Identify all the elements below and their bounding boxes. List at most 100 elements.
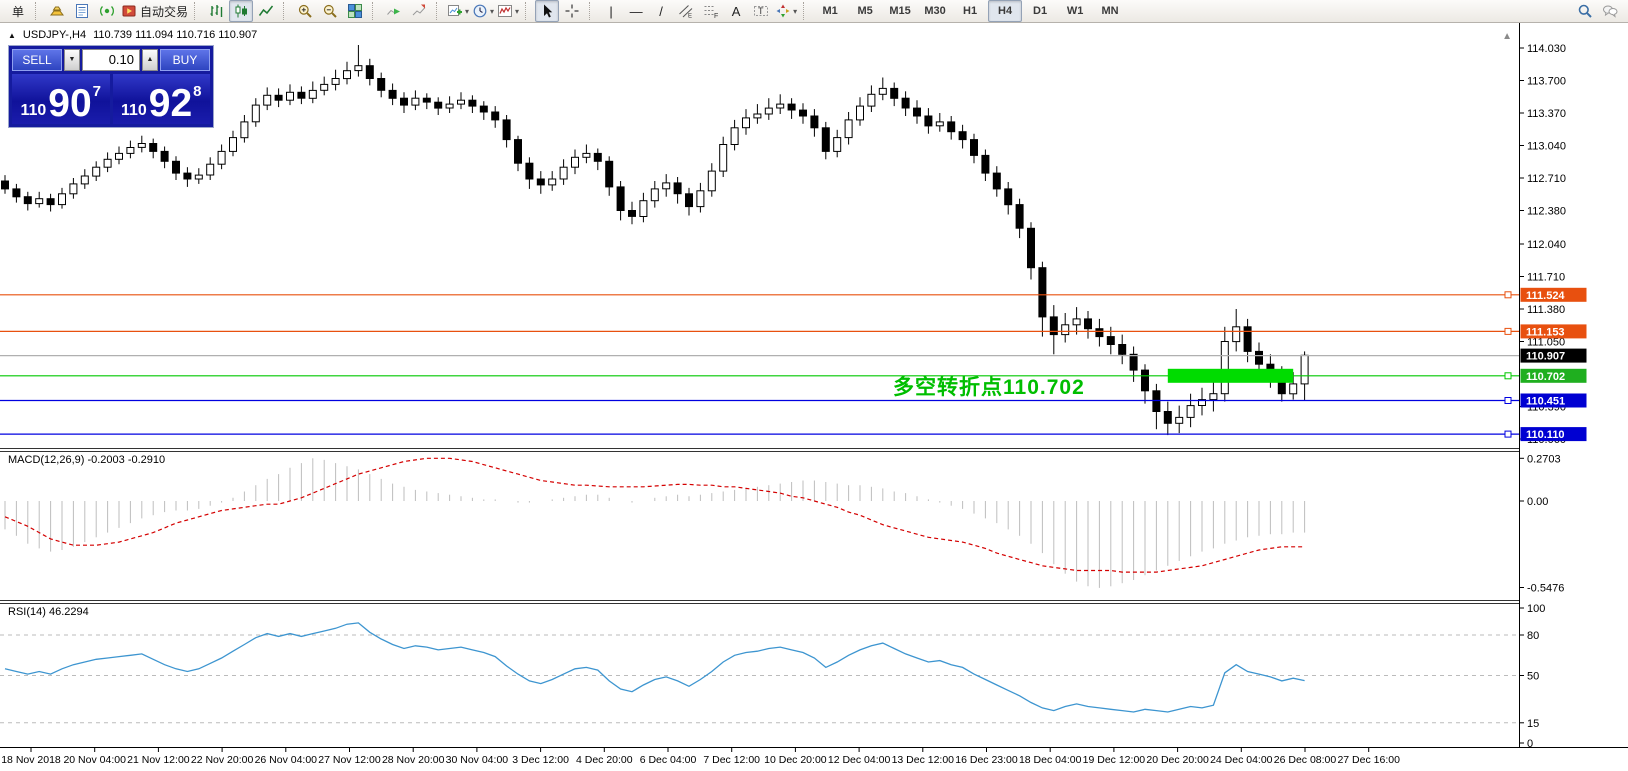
candle xyxy=(183,172,192,180)
buy-button[interactable]: BUY xyxy=(160,49,210,71)
vertical-line-button[interactable]: | xyxy=(609,3,613,19)
new-order-button[interactable]: 单 xyxy=(11,4,24,19)
crosshair-button[interactable] xyxy=(560,0,584,22)
dropdown-caret-icon[interactable]: ▾ xyxy=(515,6,520,16)
line-handle[interactable] xyxy=(1504,397,1512,404)
green-zone-box[interactable] xyxy=(1167,368,1294,383)
auto-scroll-button[interactable] xyxy=(382,0,406,22)
date-tick: 16 Dec 23:00 xyxy=(955,747,1018,766)
bar-chart-button[interactable] xyxy=(204,0,228,22)
hline-111.153[interactable] xyxy=(0,327,1520,335)
turning-point-annotation[interactable]: 多空转折点110.702 xyxy=(893,376,1085,399)
candle xyxy=(411,97,420,106)
fibonacci-button[interactable]: F xyxy=(699,0,723,22)
indicators-button[interactable]: ▾ xyxy=(496,0,520,22)
svg-text:T: T xyxy=(758,6,764,16)
svg-text:0.2703: 0.2703 xyxy=(1527,453,1561,465)
gold-icon[interactable] xyxy=(45,0,69,22)
timeframe-h1[interactable]: H1 xyxy=(963,5,978,17)
zoom-out-button[interactable] xyxy=(318,0,342,22)
profiles-button[interactable]: ▾ xyxy=(471,0,495,22)
line-handle[interactable] xyxy=(1504,327,1512,335)
text-label-button[interactable]: T xyxy=(749,0,773,22)
volume-decrease-button[interactable]: ▼ xyxy=(64,49,80,71)
timeframe-m1[interactable]: M1 xyxy=(822,5,838,17)
hline-111.524[interactable] xyxy=(0,291,1520,299)
hline-110.110[interactable] xyxy=(0,430,1520,438)
tile-windows-button[interactable] xyxy=(343,0,367,22)
toolbar-separator xyxy=(35,2,40,20)
dropdown-caret-icon[interactable]: ▾ xyxy=(490,6,495,16)
line-chart-button[interactable] xyxy=(254,0,278,22)
line-handle[interactable] xyxy=(1504,430,1512,438)
arrows-button[interactable]: ▾ xyxy=(774,0,798,22)
signal-icon[interactable] xyxy=(95,0,119,22)
volume-increase-button[interactable]: ▲ xyxy=(142,49,158,71)
candle xyxy=(753,113,762,119)
axis-tick: 80 xyxy=(1519,630,1539,642)
svg-text:7 Dec 12:00: 7 Dec 12:00 xyxy=(703,754,760,766)
equidistant-channel-button[interactable]: E xyxy=(674,0,698,22)
new-chart-button[interactable]: ▾ xyxy=(446,0,470,22)
candlestick-series xyxy=(1,45,1309,436)
candle xyxy=(1027,227,1035,269)
hline-110.451[interactable] xyxy=(0,397,1520,404)
timeframe-mn[interactable]: MN xyxy=(1101,5,1119,17)
trendline-button[interactable]: / xyxy=(659,3,663,19)
candle xyxy=(992,172,1001,190)
svg-text:6 Dec 04:00: 6 Dec 04:00 xyxy=(640,754,697,766)
cursor-button[interactable] xyxy=(535,0,560,22)
search-icon xyxy=(1577,3,1593,19)
sell-button[interactable]: SELL xyxy=(12,49,62,71)
candlestick-chart-button[interactable] xyxy=(229,0,254,22)
horizontal-line-button[interactable]: — xyxy=(629,3,643,19)
text-label-icon: T xyxy=(753,3,769,19)
svg-text:28 Nov 20:00: 28 Nov 20:00 xyxy=(382,754,445,766)
candle xyxy=(1106,336,1115,346)
svg-text:50: 50 xyxy=(1527,671,1539,683)
candle xyxy=(354,65,363,72)
timeframe-d1[interactable]: D1 xyxy=(1033,5,1048,17)
chart-scroll-up-icon[interactable]: ▲ xyxy=(1502,31,1512,42)
candle xyxy=(867,93,876,107)
svg-text:111.153: 111.153 xyxy=(1526,326,1565,338)
report-icon[interactable] xyxy=(70,0,94,22)
timeframe-m5[interactable]: M5 xyxy=(857,5,873,17)
svg-text:111.524: 111.524 xyxy=(1526,290,1565,302)
candle xyxy=(308,89,317,99)
dropdown-caret-icon[interactable]: ▾ xyxy=(465,6,470,16)
candle xyxy=(194,174,203,180)
volume-input[interactable]: 0.10 xyxy=(82,49,140,71)
panel-collapse-icon[interactable]: ▲ xyxy=(8,30,16,40)
candle xyxy=(1072,318,1081,326)
candle xyxy=(422,97,431,103)
date-tick: 26 Nov 04:00 xyxy=(255,747,317,766)
chart-canvas[interactable]: 114.030 113.700 113.370 113.040 112.710 112.3… xyxy=(0,23,1628,771)
price-axis[interactable] xyxy=(1520,23,1628,747)
timeframe-m30[interactable]: M30 xyxy=(924,5,946,17)
date-axis[interactable] xyxy=(0,747,1628,771)
search-button[interactable] xyxy=(1573,0,1597,22)
chart-shift-button[interactable] xyxy=(407,0,431,22)
chart-window[interactable]: 114.030 113.700 113.370 113.040 112.710 112.3… xyxy=(0,23,1628,771)
svg-text:24 Dec 04:00: 24 Dec 04:00 xyxy=(1210,754,1273,766)
chat-button[interactable] xyxy=(1598,0,1622,22)
axis-tick: 113.040 xyxy=(1519,141,1566,153)
date-tick: 28 Nov 20:00 xyxy=(382,747,445,766)
sell-price-box[interactable]: 110 90 7 xyxy=(12,74,110,124)
pane-splitter[interactable] xyxy=(0,600,1628,604)
autotrading-button[interactable]: 自动交易 xyxy=(120,0,189,22)
line-handle[interactable] xyxy=(1504,291,1512,299)
zoom-in-button[interactable] xyxy=(293,0,317,22)
candle xyxy=(491,111,500,121)
pane-splitter[interactable] xyxy=(0,448,1628,452)
svg-text:30 Nov 04:00: 30 Nov 04:00 xyxy=(446,754,509,766)
dropdown-caret-icon[interactable]: ▾ xyxy=(793,6,798,16)
timeframe-w1[interactable]: W1 xyxy=(1066,5,1084,17)
price-badge-110.702: 110.702 xyxy=(1520,368,1587,383)
buy-price-box[interactable]: 110 92 8 xyxy=(112,74,210,124)
text-button[interactable]: A xyxy=(731,3,741,19)
timeframe-m15[interactable]: M15 xyxy=(889,5,911,17)
timeframe-h4[interactable]: H4 xyxy=(988,0,1023,22)
line-handle[interactable] xyxy=(1504,372,1512,380)
